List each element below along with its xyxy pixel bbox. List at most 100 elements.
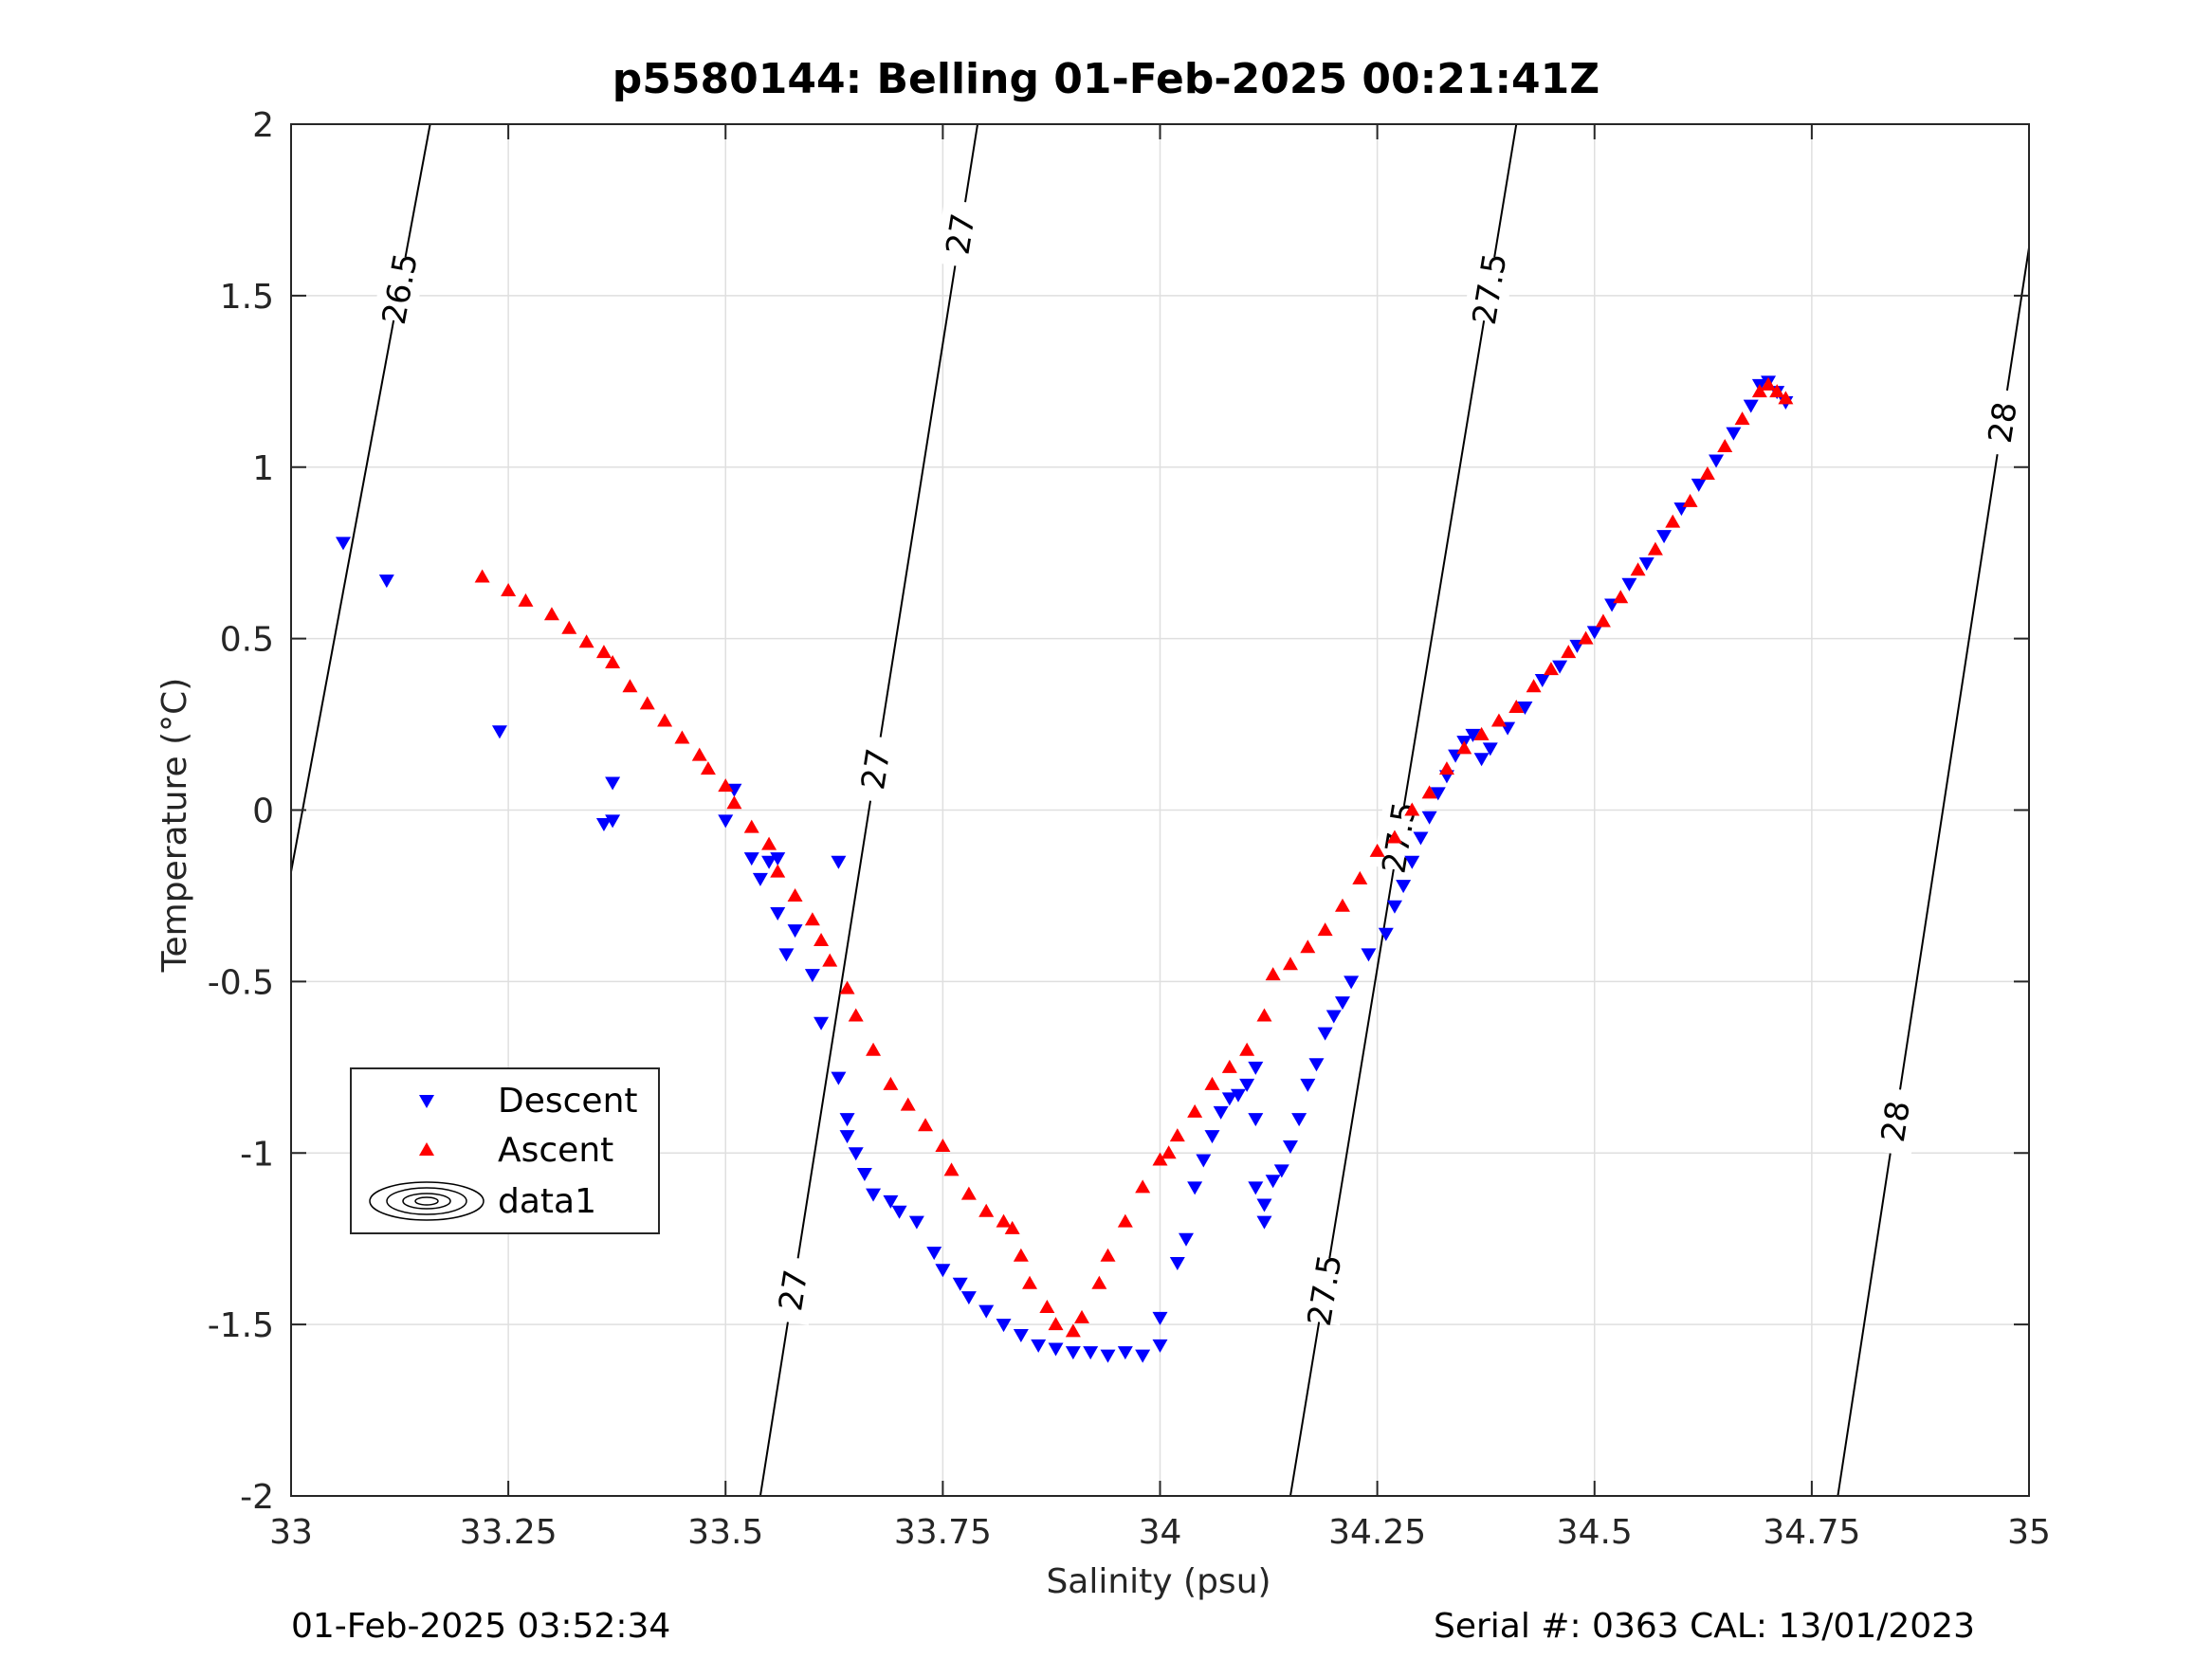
ascent-point: [1526, 679, 1542, 693]
ascent-point: [1100, 1248, 1116, 1262]
ascent-point: [1352, 870, 1368, 884]
ascent-point: [518, 592, 534, 607]
ascent-point: [1682, 493, 1698, 507]
descent-point: [1221, 1092, 1237, 1106]
ascent-point: [996, 1213, 1012, 1228]
ascent-point: [1508, 699, 1525, 713]
ascent-point: [674, 730, 690, 744]
ascent-point: [804, 912, 820, 926]
descent-point: [1048, 1342, 1064, 1357]
x-tick-label: 33: [269, 1513, 313, 1552]
descent-point: [831, 1071, 847, 1085]
ascent-point: [770, 864, 786, 878]
y-tick-label: 2: [252, 106, 274, 145]
contour-line: [1837, 247, 2029, 1496]
contour-label-bg: [850, 734, 902, 805]
descent-point: [804, 969, 820, 983]
contour-label: 28: [1874, 1099, 1918, 1145]
descent-point: [1256, 1198, 1272, 1212]
ascent-point: [1152, 1152, 1168, 1166]
descent-point: [1196, 1154, 1212, 1168]
descent-point: [1726, 427, 1742, 441]
legend-contour-icon: [414, 1196, 439, 1206]
ascent-point: [1438, 761, 1454, 775]
descent-point: [935, 1264, 951, 1278]
ascent-point: [1473, 726, 1490, 740]
ascent-point: [1778, 391, 1794, 405]
descent-point: [1178, 1232, 1194, 1247]
descent-point: [814, 1016, 830, 1030]
descent-point: [605, 776, 621, 791]
ascent-point: [1169, 1128, 1185, 1142]
descent-point: [1169, 1257, 1185, 1271]
descent-point: [866, 1188, 882, 1202]
ascent-point: [1386, 830, 1402, 844]
descent-point: [778, 948, 795, 962]
ascent-point: [822, 953, 838, 967]
descent-point: [743, 852, 759, 866]
ascent-point: [1490, 713, 1507, 727]
x-tick-label: 34: [1139, 1513, 1182, 1552]
descent-point: [1256, 1215, 1272, 1230]
descent-point: [1413, 831, 1429, 846]
ascent-point: [561, 620, 577, 634]
ascent-point: [1717, 439, 1733, 453]
descent-point: [378, 574, 394, 589]
y-tick-label: -1.5: [208, 1306, 274, 1345]
ascent-point: [1543, 662, 1559, 676]
ascent-point: [1074, 1309, 1090, 1323]
descent-point: [891, 1205, 907, 1219]
ascent-point: [1613, 590, 1629, 604]
ascent-point: [1421, 785, 1437, 799]
descent-point: [848, 1147, 864, 1161]
legend-contour-icon: [386, 1187, 467, 1215]
ascent-point: [595, 645, 612, 659]
descent-point: [1473, 753, 1490, 767]
descent-point: [1065, 1346, 1081, 1360]
ascent-point: [1665, 514, 1681, 528]
descent-point: [1325, 1010, 1342, 1024]
descent-point: [1517, 701, 1533, 715]
descent-point: [1013, 1328, 1029, 1342]
contour-line: [291, 124, 431, 872]
descent-point: [491, 725, 507, 739]
descent-point: [718, 814, 734, 829]
x-tick-label: 33.25: [460, 1513, 558, 1552]
x-tick-label: 34.75: [1763, 1513, 1860, 1552]
descent-point: [1265, 1175, 1281, 1189]
ascent-point: [814, 932, 830, 946]
ascent-point: [1334, 898, 1350, 912]
ascent-point: [1561, 645, 1577, 659]
descent-point: [1083, 1346, 1099, 1360]
ascent-point: [1022, 1275, 1038, 1289]
descent-point: [1691, 478, 1707, 492]
descent-point: [1709, 454, 1725, 468]
ascent-point: [639, 696, 655, 710]
ascent-point: [543, 607, 559, 621]
descent-point: [1396, 880, 1412, 894]
contour-label: 28: [1982, 399, 2025, 446]
ascent-point: [866, 1042, 882, 1056]
chart-title: p5580144: Belling 01-Feb-2025 00:21:41Z: [612, 55, 1600, 103]
ascent-point: [1117, 1213, 1133, 1228]
descent-point: [839, 1130, 855, 1144]
descent-point: [1248, 1181, 1264, 1195]
descent-point: [761, 855, 777, 869]
descent-point: [1743, 399, 1759, 413]
ascent-point: [1204, 1076, 1220, 1090]
ascent-point: [1369, 843, 1385, 857]
contour-label-bg: [934, 198, 986, 269]
contour-label-bg: [767, 1254, 819, 1325]
descent-point: [996, 1319, 1012, 1333]
contour-label: 27: [854, 746, 898, 793]
ascent-point: [1751, 384, 1767, 398]
descent-point: [1386, 900, 1402, 914]
x-tick-label: 35: [2007, 1513, 2051, 1552]
legend-descent-label: Descent: [498, 1082, 638, 1121]
ascent-point: [1221, 1059, 1237, 1073]
ascent-point: [1761, 376, 1777, 391]
descent-point: [1308, 1058, 1325, 1072]
descent-point: [335, 537, 351, 551]
ascent-point: [657, 713, 673, 727]
y-tick-label: -0.5: [208, 963, 274, 1002]
